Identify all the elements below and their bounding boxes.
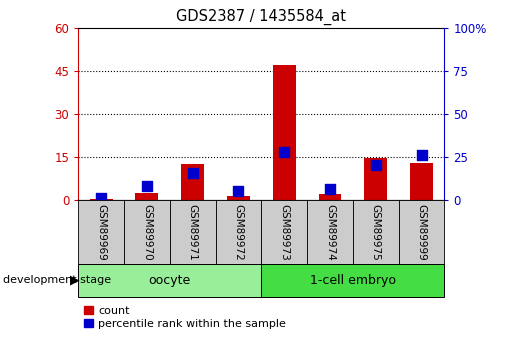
Legend: count, percentile rank within the sample: count, percentile rank within the sample [84, 306, 286, 329]
Point [143, 184, 151, 189]
Text: ▶: ▶ [70, 274, 80, 287]
Bar [90, 199, 113, 200]
Point [189, 170, 197, 175]
Bar [227, 196, 250, 200]
Text: GSM89999: GSM89999 [417, 204, 427, 260]
Point [372, 162, 380, 168]
Bar [262, 200, 307, 264]
Text: 1-cell embryo: 1-cell embryo [310, 274, 396, 287]
Bar [398, 200, 444, 264]
Text: GSM89973: GSM89973 [279, 204, 289, 260]
Text: development stage: development stage [3, 275, 111, 285]
Bar [170, 200, 216, 264]
Bar [364, 158, 387, 200]
Text: GSM89969: GSM89969 [96, 204, 106, 260]
Bar [78, 200, 124, 264]
Bar [135, 193, 159, 200]
Bar [181, 164, 204, 200]
Bar [410, 163, 433, 200]
Text: GSM89974: GSM89974 [325, 204, 335, 260]
Point [326, 186, 334, 192]
Bar [307, 200, 353, 264]
Text: GSM89971: GSM89971 [188, 204, 197, 260]
Bar [262, 264, 444, 297]
Bar [319, 194, 341, 200]
Text: GSM89972: GSM89972 [233, 204, 243, 260]
Bar [124, 200, 170, 264]
Bar [353, 200, 398, 264]
Bar [216, 200, 262, 264]
Text: GSM89975: GSM89975 [371, 204, 381, 260]
Bar [273, 65, 295, 200]
Point [97, 196, 105, 201]
Text: GSM89970: GSM89970 [142, 204, 152, 260]
Title: GDS2387 / 1435584_at: GDS2387 / 1435584_at [176, 9, 346, 25]
Point [418, 152, 426, 158]
Point [280, 149, 288, 155]
Text: oocyte: oocyte [148, 274, 191, 287]
Bar [78, 264, 262, 297]
Point [234, 188, 242, 193]
